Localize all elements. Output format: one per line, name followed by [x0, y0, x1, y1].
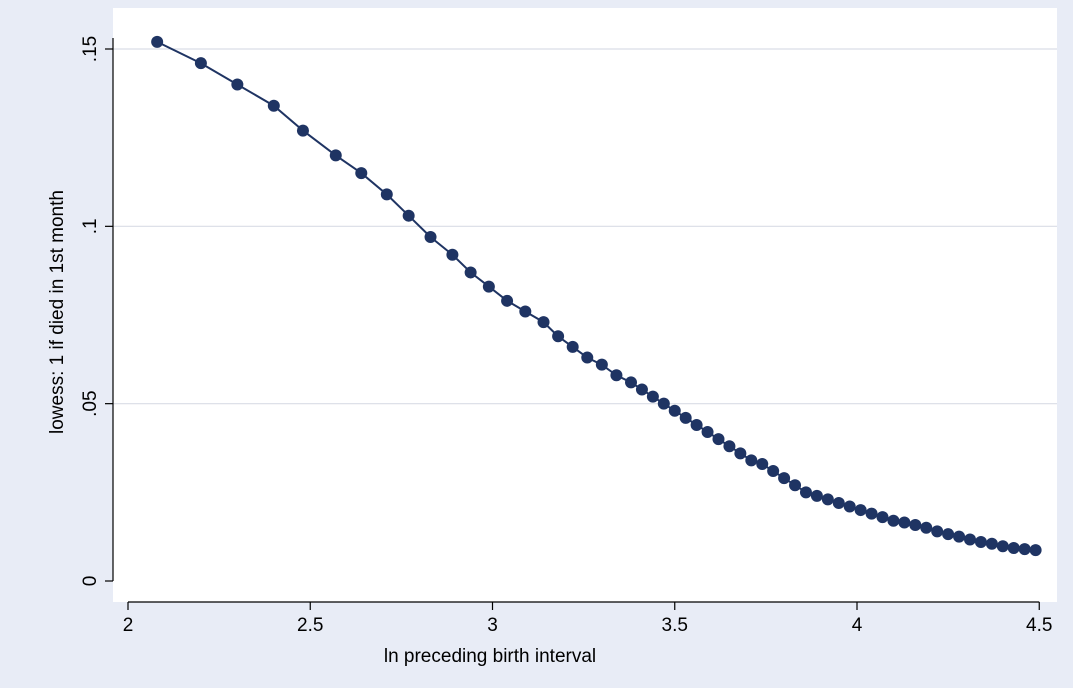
x-tick-label: 4 [852, 615, 863, 636]
x-tick-label: 3.5 [662, 615, 688, 636]
data-point [789, 479, 802, 492]
data-point [380, 188, 393, 201]
data-point [329, 149, 342, 162]
data-point [909, 518, 922, 531]
data-point [701, 426, 714, 439]
data-point [942, 528, 955, 541]
data-point [464, 266, 477, 279]
data-point [931, 525, 944, 538]
data-point [953, 530, 966, 543]
data-point [821, 493, 834, 506]
data-point [194, 57, 207, 70]
data-point [996, 540, 1009, 553]
data-point [712, 433, 725, 446]
data-point [424, 230, 437, 243]
data-point [635, 383, 648, 396]
data-point [767, 465, 780, 478]
data-point [974, 535, 987, 548]
data-point [1018, 543, 1031, 556]
data-point [566, 340, 579, 353]
data-point [723, 440, 736, 453]
data-point [482, 280, 495, 293]
data-point [843, 500, 856, 513]
data-point [832, 496, 845, 509]
data-point [151, 35, 164, 48]
data-point [734, 447, 747, 460]
data-point [657, 397, 670, 410]
data-point [355, 167, 368, 180]
y-tick-label: 0 [80, 576, 101, 587]
data-point [865, 507, 878, 520]
x-tick-label: 2.5 [297, 615, 323, 636]
data-point [756, 457, 769, 470]
data-point [552, 330, 565, 343]
data-point [963, 533, 976, 546]
x-tick-label: 3 [487, 615, 498, 636]
data-point [690, 418, 703, 431]
ticks: 2 2.5 3 3.5 4 4.5 0 .05 .1 .15 [80, 36, 1052, 636]
data-point [296, 124, 309, 137]
data-point [501, 294, 514, 307]
y-tick-label: .15 [80, 36, 101, 62]
data-point [854, 504, 867, 517]
data-point [1029, 544, 1042, 557]
y-tick-label: .1 [80, 218, 101, 234]
data-point [985, 537, 998, 550]
data-point [267, 99, 280, 112]
data-point [778, 472, 791, 485]
data-point [920, 521, 933, 534]
data-point [402, 209, 415, 222]
data-point [646, 390, 659, 403]
data-point [1007, 542, 1020, 555]
data-point [668, 404, 681, 417]
data-point [581, 351, 594, 364]
x-tick-label: 2 [123, 615, 134, 636]
data-point [887, 514, 900, 527]
series-group [151, 35, 1042, 557]
data-point [898, 516, 911, 529]
gridlines [113, 48, 1057, 405]
y-tick-label: .05 [80, 390, 101, 416]
data-point [610, 369, 623, 382]
axes [112, 38, 1040, 603]
data-point [537, 316, 550, 329]
data-point [679, 411, 692, 424]
data-point [810, 489, 823, 502]
data-point [876, 511, 889, 524]
data-point [625, 376, 638, 389]
data-point [745, 454, 758, 467]
y-axis-title: lowess: 1 if died in 1st month [47, 190, 68, 434]
data-point [446, 248, 459, 261]
data-point [595, 358, 608, 371]
plot-background [113, 8, 1057, 602]
data-point [519, 305, 532, 318]
data-point [799, 486, 812, 499]
x-tick-label: 4.5 [1026, 615, 1052, 636]
data-point [231, 78, 244, 91]
x-axis-title: ln preceding birth interval [384, 646, 596, 667]
